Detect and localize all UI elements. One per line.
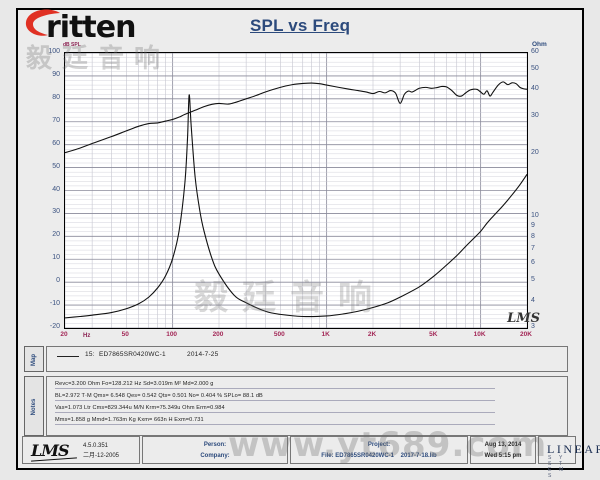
y-right-tick: 9 — [531, 222, 535, 230]
legend-curve-name: ED7865SR0420WC-1 — [99, 351, 166, 358]
x-tick: 1K — [321, 331, 330, 338]
y-left-tick: -10 — [49, 300, 60, 308]
y-right-tick: 5 — [531, 276, 535, 284]
x-tick: 50 — [121, 331, 129, 338]
y-left-tick: 70 — [52, 116, 60, 124]
y-right-tick: 50 — [531, 64, 539, 72]
y-right-tick: 20 — [531, 148, 539, 156]
x-tick: 100 — [166, 331, 178, 338]
status-person-cell[interactable]: Person: Company: — [142, 436, 288, 464]
y-right-tick: 3 — [531, 323, 535, 330]
y-left-tick: 10 — [52, 254, 60, 262]
notes-tab-label: Notes — [31, 398, 37, 416]
y-right-tick: 40 — [531, 85, 539, 93]
y-right-tick: 7 — [531, 245, 535, 253]
y-left-tick: 90 — [52, 70, 60, 78]
x-tick: 5K — [429, 331, 438, 338]
y-left-tick: -20 — [49, 323, 60, 330]
file-lib: 2017-7-18.lib — [400, 453, 437, 459]
person-label: Person: — [203, 442, 227, 448]
plot-signature: LMS — [507, 311, 540, 326]
x-tick: 20 — [60, 331, 68, 338]
eritten-logo: ritten — [18, 6, 178, 48]
note-line-4: Mms=1.858 g Mmd=1.763m Kg Kxm= 663n H Ex… — [55, 417, 495, 425]
notes-tab[interactable]: Notes — [24, 376, 44, 436]
x-tick: 500 — [273, 331, 285, 338]
status-vendor-cell: LINEARX S Y S T E M S — [538, 436, 600, 479]
main-frame: ritten SPL vs Freq dB SPL Ohm Hz LMS 100… — [16, 8, 600, 479]
y-right-tick: 10 — [531, 212, 539, 220]
x-tick: 10K — [473, 331, 486, 338]
vendor-subtitle: S Y S T E M S — [548, 455, 567, 479]
legend-index: 15: — [85, 351, 95, 358]
x-tick: 200 — [212, 331, 224, 338]
note-line-3: Vas=1.073 Ltr Cms=829.344u M/N Krm=75.34… — [55, 405, 495, 413]
plot-gridlines — [65, 53, 527, 328]
y-left-tick: 30 — [52, 208, 60, 216]
map-tab[interactable]: Map — [24, 346, 44, 372]
vendor-logo: LINEARX — [547, 441, 600, 458]
curve-spl — [65, 81, 527, 154]
y-left-tick: 60 — [52, 139, 60, 147]
y-left-tick: 80 — [52, 93, 60, 101]
company-label: Company: — [200, 453, 230, 459]
note-line-1: Revc=3.200 Ohm Fo=128.212 Hz Sd=3.019m M… — [55, 381, 495, 389]
lms-logo: LMS — [31, 441, 70, 460]
y-left-tick: 40 — [52, 185, 60, 193]
status-time: Wed 5:15 pm — [484, 453, 522, 459]
x-tick: 20K — [520, 331, 532, 338]
vendor-name: LINEAR — [547, 442, 600, 456]
plot-curves — [65, 81, 527, 319]
notes-panel[interactable]: Revc=3.200 Ohm Fo=128.212 Hz Sd=3.019m M… — [46, 376, 568, 436]
curve-impedance — [65, 94, 527, 319]
app-version: 4.5.0.351 — [83, 443, 109, 449]
app-build-date: 二月-12-2005 — [83, 453, 120, 459]
note-line-2: BL=2.972 T·M Qms= 6.548 Qes= 0.542 Qts= … — [55, 393, 495, 401]
x-tick: 2K — [367, 331, 377, 338]
y-left-tick: 100 — [48, 48, 60, 55]
y-right-tick: 8 — [531, 232, 535, 240]
y-left-tick: 50 — [52, 162, 60, 170]
y-right-tick: 4 — [531, 296, 535, 304]
graph-panel: dB SPL Ohm Hz LMS 100 90 80 70 60 50 40 30 20 10 0… — [36, 40, 566, 340]
legend-date: 2014-7-25 — [187, 351, 219, 358]
legend-swatch-line — [57, 356, 79, 357]
logo-c-mark — [25, 9, 61, 36]
file-label: File: ED7865SR0420WC-1 2017-7-18.lib — [291, 451, 467, 462]
y-right-tick: 6 — [531, 259, 535, 267]
header-bar: ritten SPL vs Freq — [18, 9, 582, 45]
y-right-tick: 60 — [531, 48, 539, 55]
x-axis-unit: Hz — [83, 333, 91, 339]
map-tab-label: Map — [31, 354, 37, 366]
status-datetime-cell: Aug 13, 2014 Wed 5:15 pm — [470, 436, 536, 464]
status-app-cell: LMS 4.5.0.351 二月-12-2005 — [22, 436, 140, 464]
left-axis-unit: dB SPL — [63, 42, 81, 48]
page-title: SPL vs Freq — [250, 16, 351, 35]
plot-canvas[interactable] — [64, 52, 528, 329]
status-bar: LMS 4.5.0.351 二月-12-2005 Person: Company… — [22, 436, 600, 479]
y-right-tick: 30 — [531, 111, 539, 119]
status-date: Aug 13, 2014 — [484, 442, 522, 448]
file-name: File: ED7865SR0420WC-1 — [321, 453, 394, 459]
project-label: Project: — [367, 442, 391, 448]
y-left-tick: 20 — [52, 231, 60, 239]
right-axis-unit: Ohm — [532, 41, 547, 48]
brand-text: ritten — [46, 10, 136, 45]
map-legend-panel[interactable]: 15: ED7865SR0420WC-1 2014-7-25 — [46, 346, 568, 372]
status-project-cell[interactable]: Project: File: ED7865SR0420WC-1 2017-7-1… — [290, 436, 468, 464]
y-left-tick: 0 — [56, 277, 60, 285]
